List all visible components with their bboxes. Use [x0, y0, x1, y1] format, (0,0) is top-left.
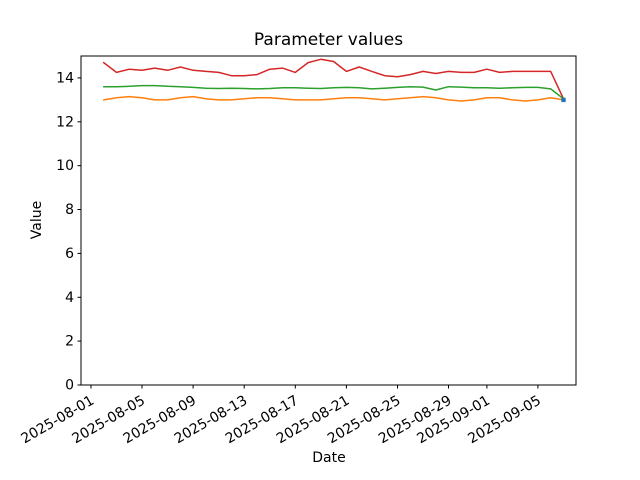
- y-tick-label: 0: [65, 378, 74, 394]
- y-tick-label: 12: [56, 114, 74, 130]
- y-tick-label: 8: [65, 202, 74, 218]
- chart-title: Parameter values: [253, 30, 404, 50]
- y-tick-label: 4: [65, 290, 74, 306]
- y-tick-label: 6: [65, 246, 74, 262]
- end-marker: [561, 97, 566, 103]
- y-tick-label: 14: [56, 70, 74, 86]
- y-tick-label: 2: [65, 334, 74, 350]
- red-series-line: [102, 58, 565, 100]
- x-axis-label: Date: [312, 450, 346, 466]
- green-series-line: [102, 84, 565, 100]
- y-tick-label: 10: [56, 158, 74, 174]
- orange-series-line: [102, 95, 565, 102]
- axes-frame: [80, 55, 577, 386]
